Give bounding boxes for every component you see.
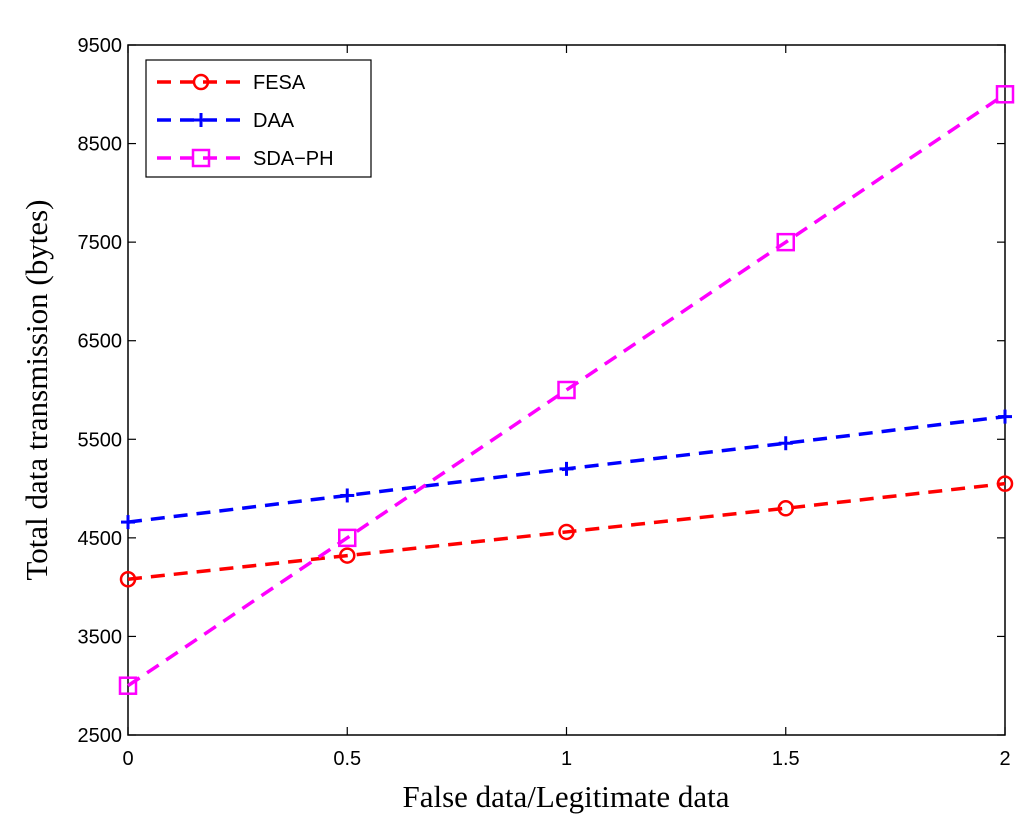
data-point-daa	[559, 461, 574, 476]
data-point-daa	[778, 436, 793, 451]
x-tick-label: 1.5	[772, 748, 800, 770]
data-point-fesa	[777, 500, 794, 517]
legend: FESA DAA SDA−PH	[145, 59, 372, 178]
data-point-fesa	[996, 475, 1014, 492]
y-tick-label: 9500	[78, 35, 123, 57]
y-tick-label: 8500	[78, 134, 123, 156]
data-point-sda-ph	[338, 528, 357, 548]
data-point-daa	[121, 515, 135, 530]
data-point-daa	[998, 409, 1012, 424]
y-tick-label: 2500	[78, 725, 123, 747]
data-point-fesa	[558, 523, 575, 541]
y-tick-label: 3500	[78, 626, 123, 648]
data-point-sda-ph	[118, 676, 138, 695]
y-tick-label: 7500	[78, 232, 123, 254]
series-line-sda-ph	[127, 92, 1006, 688]
legend-marker-sda-ph	[191, 148, 211, 168]
data-point-fesa	[339, 547, 356, 564]
data-point-sda-ph	[557, 380, 576, 400]
legend-label-sda-ph: SDA−PH	[253, 148, 334, 170]
data-point-fesa	[119, 571, 137, 588]
data-series	[118, 85, 1015, 695]
legend-marker-fesa	[192, 73, 210, 91]
y-tick-label: 5500	[78, 429, 123, 451]
legend-marker-daa	[194, 113, 208, 127]
legend-label-fesa: FESA	[253, 72, 306, 94]
x-axis-label: False data/Legitimate data	[402, 779, 729, 814]
series-line-fesa	[127, 481, 1006, 581]
data-point-daa	[340, 488, 355, 503]
legend-label-daa: DAA	[253, 110, 295, 132]
y-tick-label: 4500	[78, 528, 123, 550]
y-axis-label: Total data transmission (bytes)	[19, 200, 54, 581]
axis-ticks: 0 0.5 1 1.5 2 2500 3500 4500 5500 6500 7500 8500 950…	[78, 35, 1011, 770]
x-tick-label: 1	[561, 748, 572, 770]
data-point-sda-ph	[995, 85, 1015, 104]
y-tick-label: 6500	[78, 331, 123, 353]
x-tick-label: 2	[999, 748, 1010, 770]
x-tick-label: 0	[122, 748, 133, 770]
data-point-sda-ph	[776, 232, 795, 252]
x-tick-label: 0.5	[333, 748, 361, 770]
